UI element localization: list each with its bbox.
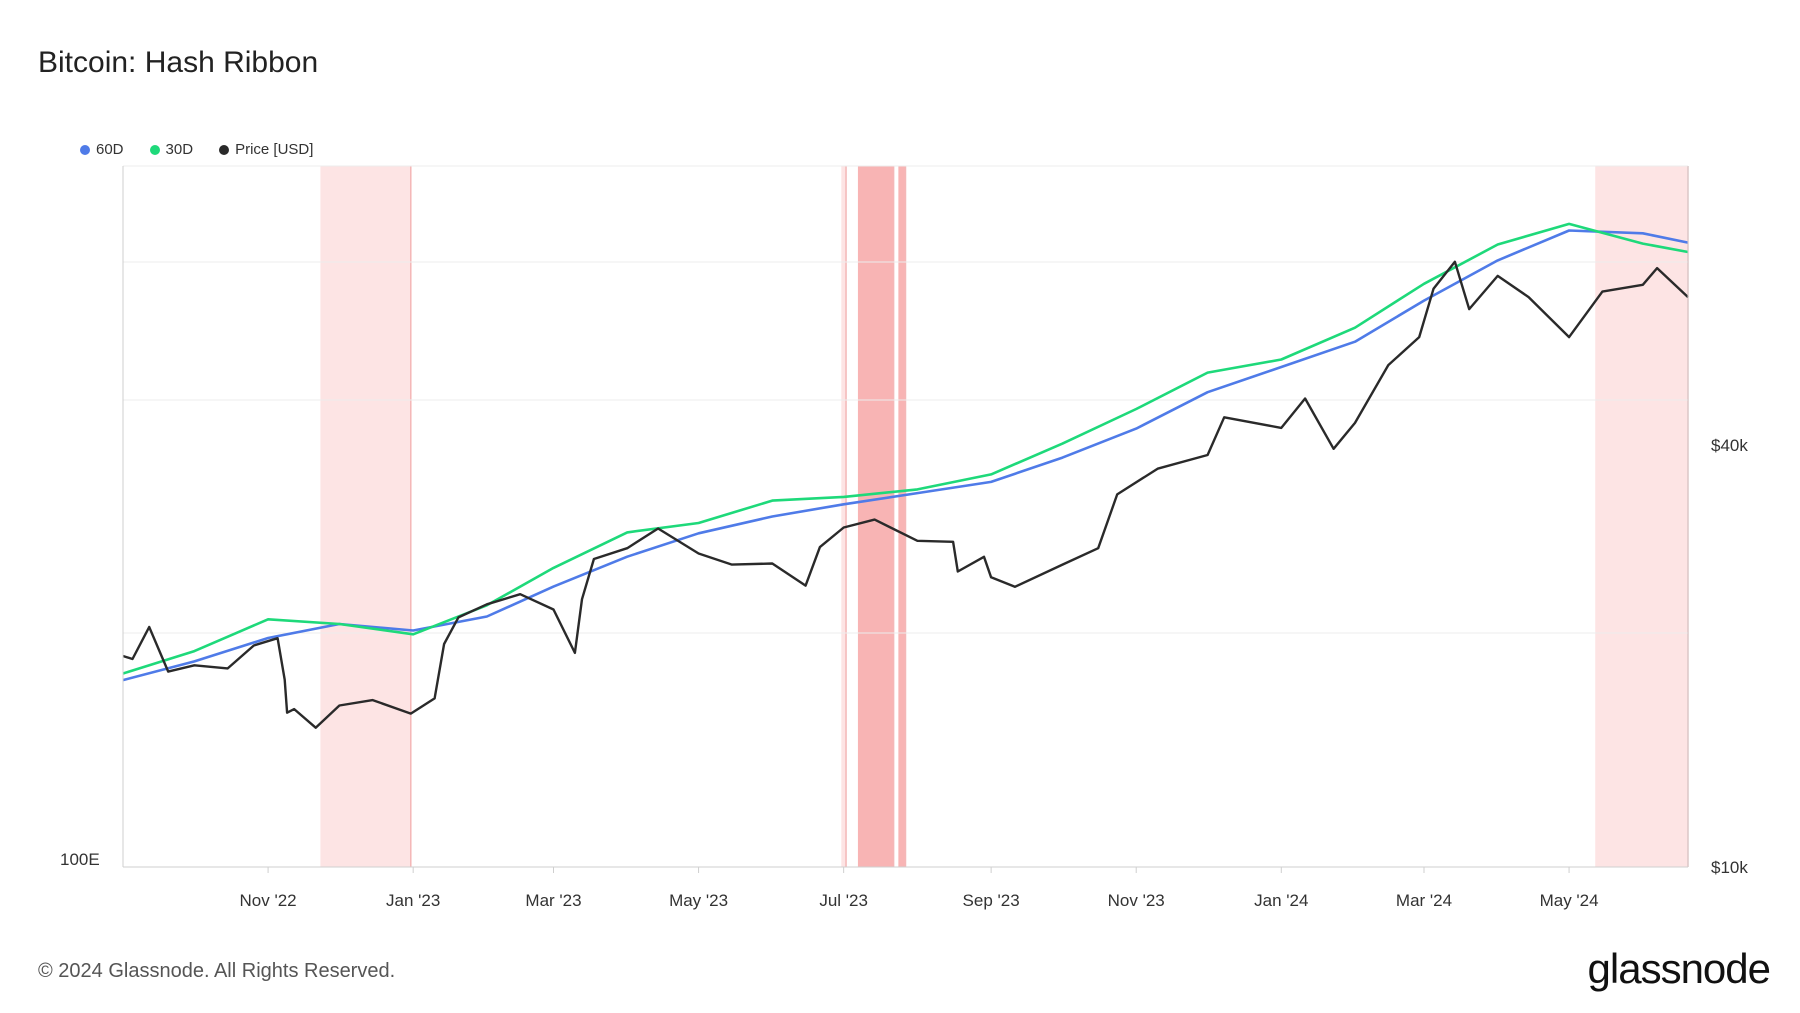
x-tick-label: Nov '23 xyxy=(1108,891,1165,910)
highlight-band xyxy=(1595,166,1688,867)
x-tick-label: May '24 xyxy=(1540,891,1599,910)
grid-lines xyxy=(123,165,1688,634)
x-tick-label: Jan '24 xyxy=(1254,891,1308,910)
chart-title: Bitcoin: Hash Ribbon xyxy=(38,46,319,79)
highlight-band xyxy=(898,166,906,867)
x-tick-label: May '23 xyxy=(669,891,728,910)
x-tick-label: Sep '23 xyxy=(963,891,1020,910)
x-tick-label: Mar '23 xyxy=(525,891,581,910)
right-axis-label: $40k xyxy=(1711,436,1748,455)
legend-dot-60d xyxy=(80,144,90,155)
x-tick-label: Jul '23 xyxy=(819,891,868,910)
legend: 60D 30D Price [USD] xyxy=(80,141,313,158)
series-line-price-usd xyxy=(122,260,1689,729)
right-axis-label: $10k xyxy=(1711,858,1748,877)
legend-label-30d: 30D xyxy=(165,141,194,158)
legend-item-price[interactable]: Price [USD] xyxy=(219,141,313,158)
series-line-60d xyxy=(122,229,1689,682)
x-tick-label: Mar '24 xyxy=(1396,891,1452,910)
legend-item-60d[interactable]: 60D xyxy=(80,141,124,158)
series-lines xyxy=(122,222,1689,729)
legend-label-60d: 60D xyxy=(96,141,124,158)
legend-dot-price xyxy=(219,144,230,155)
highlight-band xyxy=(841,166,847,867)
highlight-band xyxy=(320,166,411,867)
x-tick-label: Nov '22 xyxy=(240,891,297,910)
legend-label-price: Price [USD] xyxy=(235,141,314,158)
axes: Nov '22 Jan '23 Mar '23 May '23 Jul '23 Sep '… xyxy=(60,166,1748,910)
highlight-band xyxy=(857,166,894,867)
x-tick-label: Jan '23 xyxy=(386,891,440,910)
left-axis-label: 100E xyxy=(60,850,100,869)
legend-item-30d[interactable]: 30D xyxy=(149,141,194,158)
glassnode-logo: glassnode xyxy=(1587,945,1771,992)
copyright-footer: © 2024 Glassnode. All Rights Reserved. xyxy=(38,960,396,982)
legend-dot-30d xyxy=(149,144,160,155)
highlight-bands xyxy=(320,166,1689,867)
